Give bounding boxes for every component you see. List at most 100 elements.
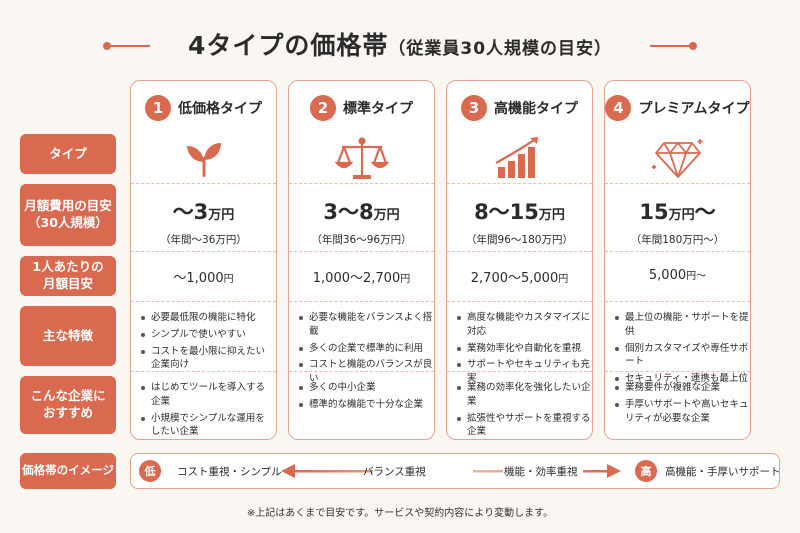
scale-arrow bbox=[281, 464, 621, 478]
number-badge: 4 bbox=[605, 95, 632, 121]
divider bbox=[131, 301, 276, 302]
growth-chart-icon bbox=[447, 135, 592, 181]
per-person-price: 1,000～2,700円 bbox=[312, 271, 411, 286]
divider bbox=[447, 301, 592, 302]
card-title: 標準タイプ bbox=[343, 101, 413, 117]
diamond-icon bbox=[605, 135, 750, 181]
footnote: ※上記はあくまで目安です。サービスや契約内容により変動します。 bbox=[246, 508, 554, 519]
monthly-price: 15万円～ bbox=[639, 200, 716, 224]
title-dot-left bbox=[103, 42, 111, 50]
row-label-scale: 価格帯のイメージ bbox=[20, 453, 116, 489]
row-label-monthly: 月額費用の目安 （30人規模） bbox=[20, 184, 116, 246]
low-badge: 低 bbox=[139, 460, 161, 482]
card-header: 4 プレミアムタイプ bbox=[605, 93, 750, 123]
annual-price: （年間180万円～） bbox=[630, 234, 725, 246]
balance-label: バランス重視 bbox=[363, 466, 426, 478]
divider bbox=[447, 371, 592, 372]
annual-price: （年間～36万円） bbox=[160, 234, 247, 246]
divider bbox=[447, 183, 592, 184]
list-item: 手厚いサポートや高いセキュリティが必要な企業 bbox=[614, 398, 751, 426]
recommend-list: 多くの中小企業 標準的な機能で十分な企業 bbox=[298, 381, 434, 415]
function-label: 機能・効率重視 bbox=[504, 466, 578, 478]
high-label: 高機能・手厚いサポート bbox=[665, 466, 781, 478]
list-item: 小規模でシンプルな運用をしたい企業 bbox=[140, 412, 272, 440]
feature-list: 最上位の機能・サポートを提供 個別カスタマイズや専任サポート セキュリティ・連携… bbox=[614, 311, 751, 389]
feature-list: 高度な機能やカスタマイズに対応 業務効率化や自動化を重視 サポートやセキュリティ… bbox=[456, 311, 593, 389]
list-item: はじめてツールを導入する企業 bbox=[140, 381, 272, 409]
monthly-price-cell: 3～8万円 （年間36～96万円） bbox=[288, 196, 435, 247]
divider bbox=[131, 183, 276, 184]
price-scale-bar: 低 コスト重視・シンプル バランス重視 機能・効率重視 高 高機能・手厚いサポー… bbox=[130, 453, 781, 489]
list-item: 多くの中小企業 bbox=[298, 381, 434, 395]
divider bbox=[131, 251, 276, 252]
list-item: シンプルで使いやすい bbox=[140, 328, 272, 342]
per-person-price: ～1,000円 bbox=[173, 271, 234, 286]
list-item: 必要な機能をバランスよく搭載 bbox=[298, 311, 434, 339]
divider bbox=[605, 183, 750, 184]
list-item: 拡張性やサポートを重視する企業 bbox=[456, 412, 593, 440]
list-item: 業務の効率化を強化したい企業 bbox=[456, 381, 593, 409]
title-rule-right bbox=[650, 45, 695, 47]
divider bbox=[289, 301, 434, 302]
list-item: 標準的な機能で十分な企業 bbox=[298, 398, 434, 412]
title-rule-left bbox=[105, 45, 150, 47]
card-header: 1 低価格タイプ bbox=[131, 93, 276, 123]
list-item: セキュリティ・連携も最上位 bbox=[614, 372, 751, 386]
card-standard: 2 標準タイプ bbox=[288, 80, 435, 440]
divider bbox=[447, 251, 592, 252]
card-premium: 4 プレミアムタイプ bbox=[604, 80, 751, 440]
number-badge: 2 bbox=[310, 95, 336, 121]
title-area: 4タイプの価格帯（従業員30人規模の目安） bbox=[0, 26, 800, 62]
annual-price: （年間96～180万円） bbox=[466, 234, 573, 246]
divider bbox=[289, 371, 434, 372]
card-header: 3 高機能タイプ bbox=[447, 93, 592, 123]
card-title: プレミアムタイプ bbox=[638, 101, 750, 117]
recommend-list: はじめてツールを導入する企業 小規模でシンプルな運用をしたい企業 bbox=[140, 381, 272, 442]
per-person-price: 5,000円～ bbox=[648, 268, 707, 283]
list-item: 高度な機能やカスタマイズに対応 bbox=[456, 311, 593, 339]
list-item: サポートやセキュリティも充実 bbox=[456, 358, 593, 386]
card-high-function: 3 高機能タイプ bbox=[446, 80, 593, 440]
recommend-list: 業務の効率化を強化したい企業 拡張性やサポートを重視する企業 bbox=[456, 381, 593, 442]
divider bbox=[605, 301, 750, 302]
sprout-icon bbox=[131, 135, 276, 181]
monthly-price: 3～8万円 bbox=[323, 200, 400, 224]
number-badge: 3 bbox=[461, 95, 487, 121]
divider bbox=[605, 251, 750, 252]
monthly-price: 8～15万円 bbox=[474, 200, 565, 224]
monthly-price-cell: ～3万円 （年間～36万円） bbox=[130, 196, 277, 247]
list-item: コストを最小限に抑えたい企業向け bbox=[140, 345, 272, 373]
per-person-price: 2,700～5,000円 bbox=[470, 271, 569, 286]
divider bbox=[289, 251, 434, 252]
card-header: 2 標準タイプ bbox=[289, 93, 434, 123]
card-title: 低価格タイプ bbox=[178, 101, 262, 117]
list-item: 最上位の機能・サポートを提供 bbox=[614, 311, 751, 339]
list-item: 多くの企業で標準的に利用 bbox=[298, 342, 434, 356]
annual-price: （年間36～96万円） bbox=[311, 234, 412, 246]
list-item: 業務要件が複雑な企業 bbox=[614, 381, 751, 395]
low-label: コスト重視・シンプル bbox=[177, 466, 282, 478]
list-item: コストと機能のバランスが良い bbox=[298, 358, 434, 386]
list-item: 業務効率化や自動化を重視 bbox=[456, 342, 593, 356]
card-title: 高機能タイプ bbox=[494, 101, 578, 117]
divider bbox=[131, 371, 276, 372]
row-label-per-person: 1人あたりの 月額目安 bbox=[20, 256, 116, 296]
row-label-recommend: こんな企業に おすすめ bbox=[20, 376, 116, 434]
title-sub: （従業員30人規模の目安） bbox=[388, 39, 613, 59]
scales-icon bbox=[289, 135, 434, 181]
list-item: 必要最低限の機能に特化 bbox=[140, 311, 272, 325]
row-label-type: タイプ bbox=[20, 134, 116, 174]
high-badge: 高 bbox=[635, 460, 657, 482]
monthly-price-cell: 8～15万円 （年間96～180万円） bbox=[446, 196, 593, 247]
title-dot-right bbox=[689, 42, 697, 50]
divider bbox=[289, 183, 434, 184]
divider bbox=[605, 371, 750, 372]
recommend-list: 業務要件が複雑な企業 手厚いサポートや高いセキュリティが必要な企業 bbox=[614, 381, 751, 428]
row-label-features: 主な特徴 bbox=[20, 306, 116, 366]
page-title: 4タイプの価格帯（従業員30人規模の目安） bbox=[160, 26, 640, 62]
feature-list: 必要最低限の機能に特化 シンプルで使いやすい コストを最小限に抑えたい企業向け bbox=[140, 311, 272, 375]
list-item: 個別カスタマイズや専任サポート bbox=[614, 342, 751, 370]
monthly-price: ～3万円 bbox=[172, 200, 235, 224]
feature-list: 必要な機能をバランスよく搭載 多くの企業で標準的に利用 コストと機能のバランスが… bbox=[298, 311, 434, 389]
title-main: 4タイプの価格帯 bbox=[187, 31, 389, 60]
